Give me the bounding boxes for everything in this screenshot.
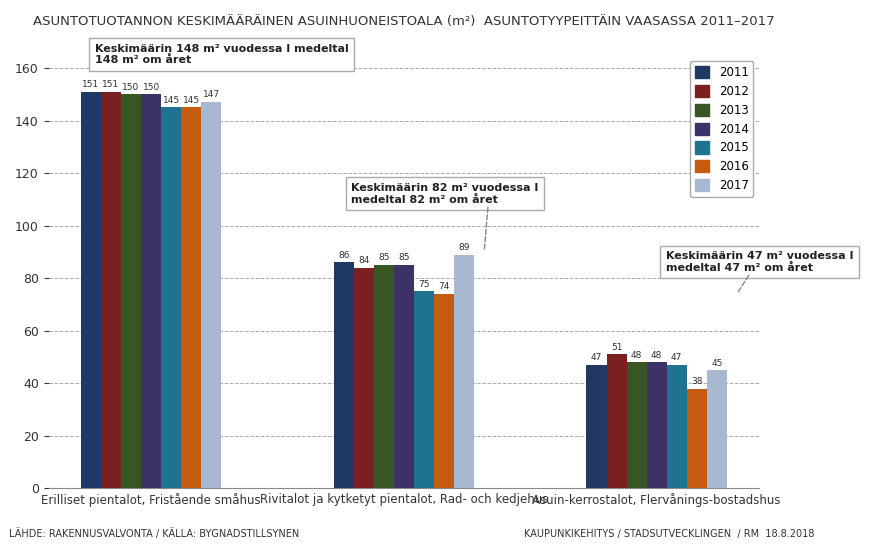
Bar [182, 107, 202, 489]
Text: 47: 47 [591, 353, 602, 362]
Text: 48: 48 [631, 351, 643, 360]
Bar [454, 255, 474, 489]
Text: 74: 74 [438, 282, 450, 292]
Text: Keskimäärin 47 m² vuodessa I
medeltal 47 m² om året: Keskimäärin 47 m² vuodessa I medeltal 47… [666, 251, 854, 273]
Bar [587, 365, 607, 489]
Text: 89: 89 [458, 243, 470, 252]
Text: LÄHDE: RAKENNUSVALVONTA / KÄLLA: BYGNADSTILLSYNEN: LÄHDE: RAKENNUSVALVONTA / KÄLLA: BYGNADS… [9, 528, 299, 539]
Bar [121, 94, 141, 489]
Bar [607, 354, 627, 489]
Bar [333, 262, 354, 489]
Bar [202, 102, 222, 489]
Text: Keskimäärin 82 m² vuodessa I
medeltal 82 m² om året: Keskimäärin 82 m² vuodessa I medeltal 82… [352, 183, 539, 205]
Text: 45: 45 [711, 358, 723, 368]
Bar [101, 91, 121, 489]
Text: 48: 48 [651, 351, 663, 360]
Text: Keskimäärin 148 m² vuodessa I medeltal
148 m² om året: Keskimäärin 148 m² vuodessa I medeltal 1… [95, 44, 348, 65]
Text: 75: 75 [418, 280, 430, 289]
Text: 84: 84 [358, 256, 369, 265]
Bar [394, 265, 414, 489]
Bar [707, 370, 727, 489]
Text: 145: 145 [162, 96, 180, 105]
Text: 150: 150 [122, 83, 140, 91]
Bar [414, 292, 434, 489]
Text: 51: 51 [611, 343, 622, 352]
Text: 85: 85 [378, 254, 389, 262]
Bar [627, 362, 647, 489]
Text: 151: 151 [102, 80, 120, 89]
Title: ASUNTOTUOTANNON KESKIMÄÄRÄINEN ASUINHUONEISTOALA (m²)  ASUNTOTYYPEITTÄIN VAASASS: ASUNTOTUOTANNON KESKIMÄÄRÄINEN ASUINHUON… [33, 15, 774, 28]
Text: 38: 38 [691, 377, 703, 386]
Text: KAUPUNKIKEHITYS / STADSUTVECKLINGEN  / RM  18.8.2018: KAUPUNKIKEHITYS / STADSUTVECKLINGEN / RM… [524, 529, 815, 539]
Bar [141, 94, 162, 489]
Bar [687, 388, 707, 489]
Text: 147: 147 [203, 90, 220, 100]
Bar [647, 362, 667, 489]
Bar [354, 268, 374, 489]
Text: 150: 150 [142, 83, 160, 91]
Bar [667, 365, 687, 489]
Text: 151: 151 [82, 80, 100, 89]
Legend: 2011, 2012, 2013, 2014, 2015, 2016, 2017: 2011, 2012, 2013, 2014, 2015, 2016, 2017 [691, 61, 753, 197]
Text: 85: 85 [398, 254, 409, 262]
Bar [434, 294, 454, 489]
Bar [374, 265, 394, 489]
Text: 47: 47 [671, 353, 683, 362]
Bar [81, 91, 101, 489]
Bar [162, 107, 182, 489]
Text: 145: 145 [182, 96, 200, 105]
Text: 86: 86 [338, 251, 349, 260]
